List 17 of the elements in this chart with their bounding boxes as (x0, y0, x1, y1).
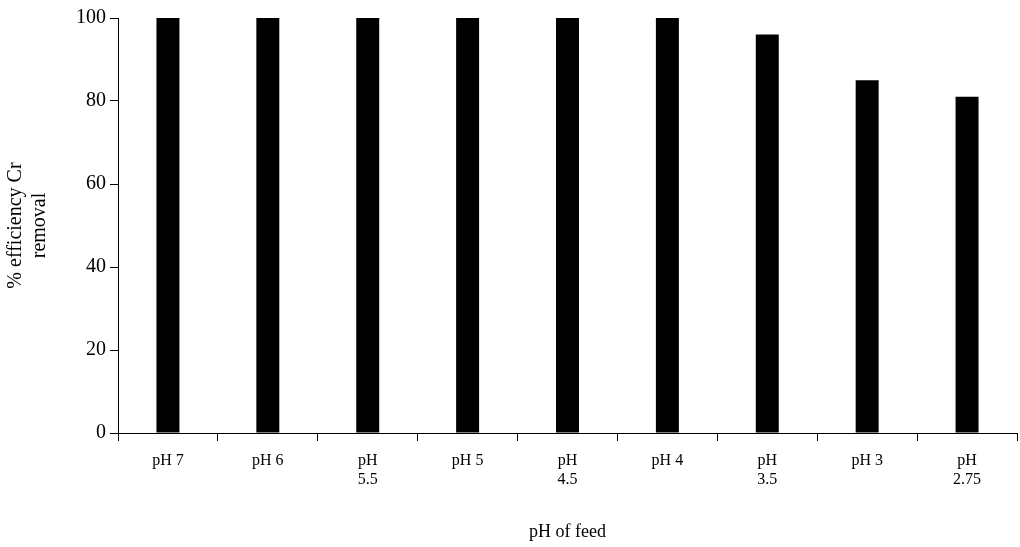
y-tick-label: 20 (86, 337, 106, 360)
y-tick-label: 100 (76, 5, 106, 28)
x-tick-label: pH 5 (451, 450, 484, 469)
x-tick-label: pH 5.5 (357, 450, 378, 487)
x-tick-label: pH 7 (152, 450, 184, 469)
y-tick-label: 60 (86, 171, 106, 194)
y-tick-label: 40 (86, 254, 106, 277)
x-tick-label: pH 4.5 (557, 450, 578, 487)
x-tick-label: pH 3.5 (757, 450, 778, 487)
x-tick-label: pH 2.75 (953, 450, 982, 487)
x-tick-label: pH 3 (851, 450, 883, 469)
x-axis-title: pH of feed (529, 520, 606, 541)
x-tick-label: pH 6 (252, 450, 284, 469)
x-tick-label: pH 4 (651, 450, 684, 469)
y-tick-label: 0 (96, 420, 106, 443)
y-axis-title: % efficiency Cr removal (3, 162, 50, 289)
y-tick-label: 80 (86, 88, 106, 111)
